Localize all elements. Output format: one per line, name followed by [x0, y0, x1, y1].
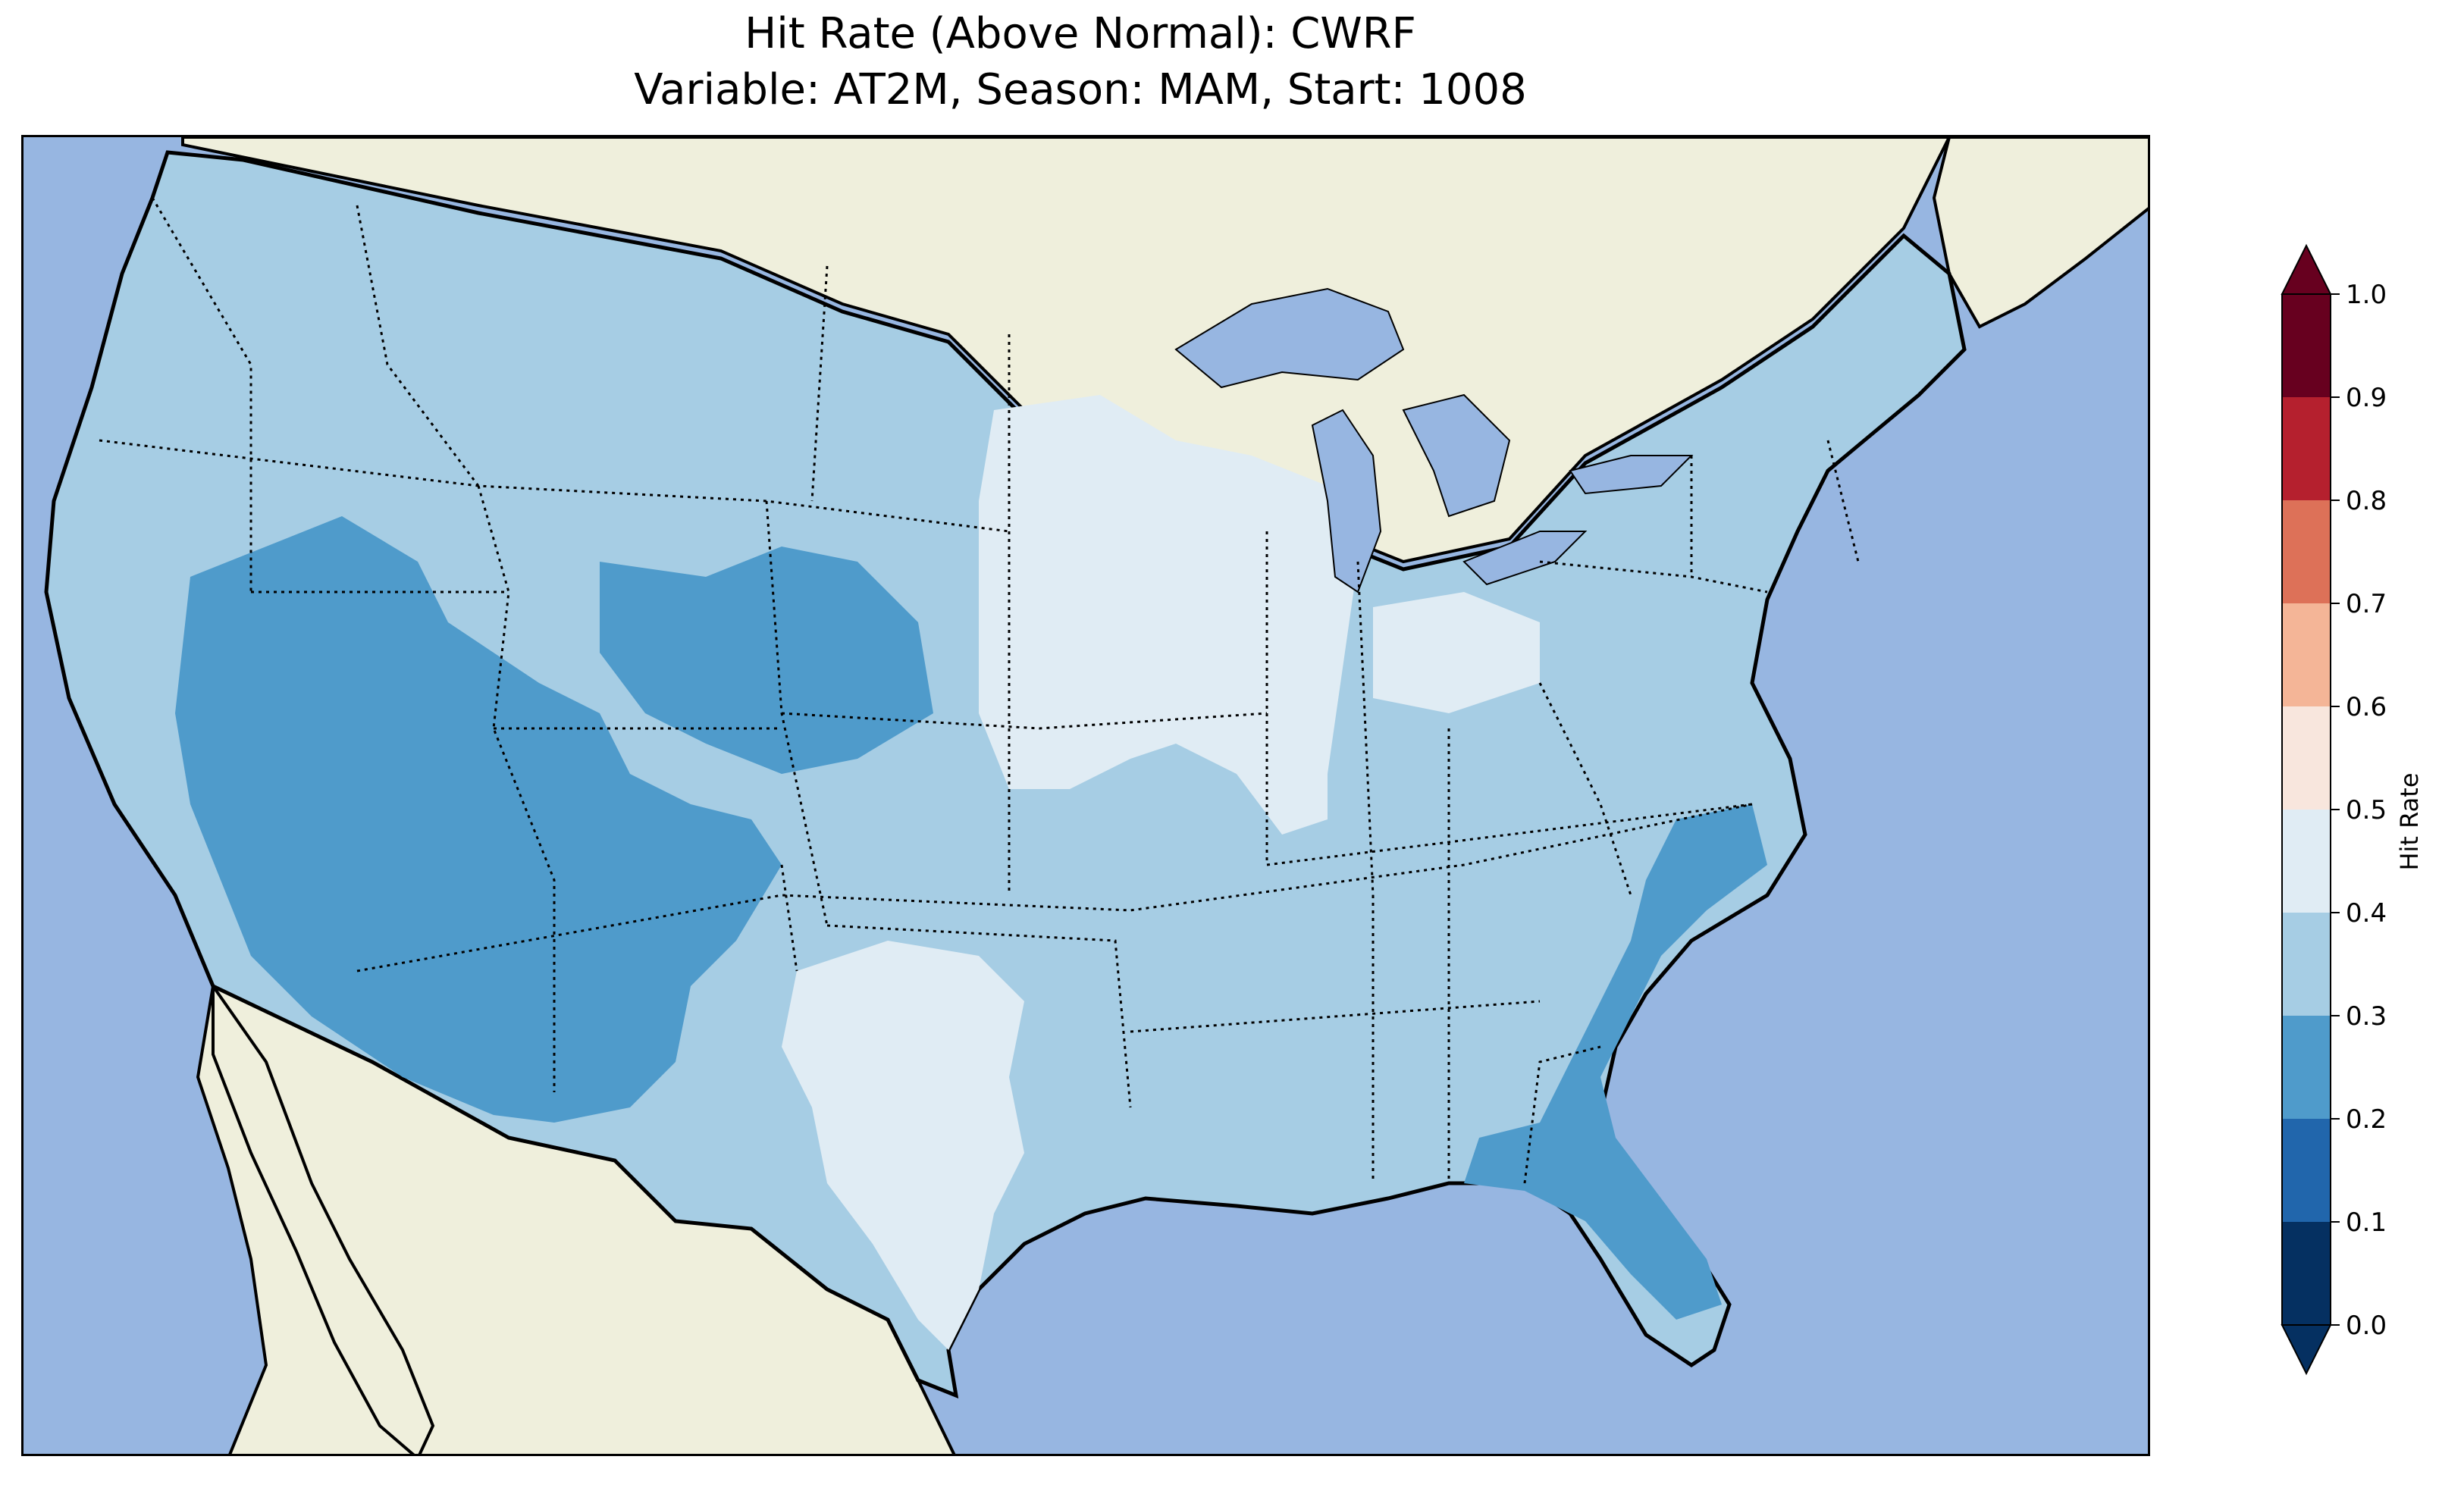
maritimes-land [1932, 137, 2148, 329]
colorbar-ticks: 0.0 0.1 0.2 0.3 0.4 0.5 0.6 0.7 0.8 0.9 1.0 [2331, 280, 2387, 1341]
colorbar-bin [2282, 706, 2331, 810]
region-upper-midwest [979, 395, 1358, 835]
lake-erie [1462, 531, 1588, 586]
colorbar-tick-label: 0.9 [2346, 383, 2387, 413]
region-ohio-valley [1373, 592, 1540, 713]
colorbar-tick-label: 0.6 [2346, 692, 2387, 722]
lake-huron [1402, 393, 1511, 518]
region-central-texas [782, 941, 1024, 1350]
colorbar-tick-label: 0.0 [2346, 1311, 2387, 1341]
colorbar-extend-max [2281, 243, 2332, 295]
colorbar-bin [2282, 810, 2331, 913]
lake-ontario [1569, 455, 1694, 495]
colorbar-bin [2282, 913, 2331, 1016]
state-borders [99, 197, 1860, 1184]
map-canvas [24, 137, 2148, 1454]
colorbar-tick-label: 0.8 [2346, 486, 2387, 516]
lake-superior [1174, 287, 1405, 389]
colorbar-bin [2282, 397, 2331, 500]
colorbar-tick-label: 0.2 [2346, 1104, 2387, 1135]
colorbar-bin [2282, 603, 2331, 706]
colorbar-bin [2282, 500, 2331, 603]
colorbar-extend-min [2281, 1324, 2332, 1376]
map-subtitle: Variable: AT2M, Season: MAM, Start: 1008 [634, 65, 1527, 114]
map-panel [21, 135, 2150, 1456]
region-southeast-coast [1464, 804, 1767, 1320]
baja-land [212, 981, 435, 1454]
region-great-basin-southwest [175, 516, 782, 1123]
colorbar-bin [2282, 294, 2331, 397]
colorbar-bins [2281, 243, 2332, 1376]
colorbar-tick-label: 0.3 [2346, 1001, 2387, 1032]
lake-michigan [1311, 409, 1382, 594]
map-title: Hit Rate (Above Normal): CWRF [745, 9, 1416, 58]
colorbar-tick-label: 0.5 [2346, 795, 2387, 825]
colorbar-bin [2282, 1222, 2331, 1325]
colorbar-tick-label: 0.7 [2346, 589, 2387, 619]
colorbar-tick-label: 1.0 [2346, 280, 2387, 310]
colorbar-bin [2282, 1119, 2331, 1222]
colorbar-bin [2282, 1016, 2331, 1119]
colorbar-tick-label: 0.1 [2346, 1207, 2387, 1238]
colorbar: 0.0 0.1 0.2 0.3 0.4 0.5 0.6 0.7 0.8 0.9 1.0 [2281, 243, 2387, 1376]
colorbar-tick-label: 0.4 [2346, 898, 2387, 929]
colorbar-label: Hit Rate [2395, 772, 2424, 871]
